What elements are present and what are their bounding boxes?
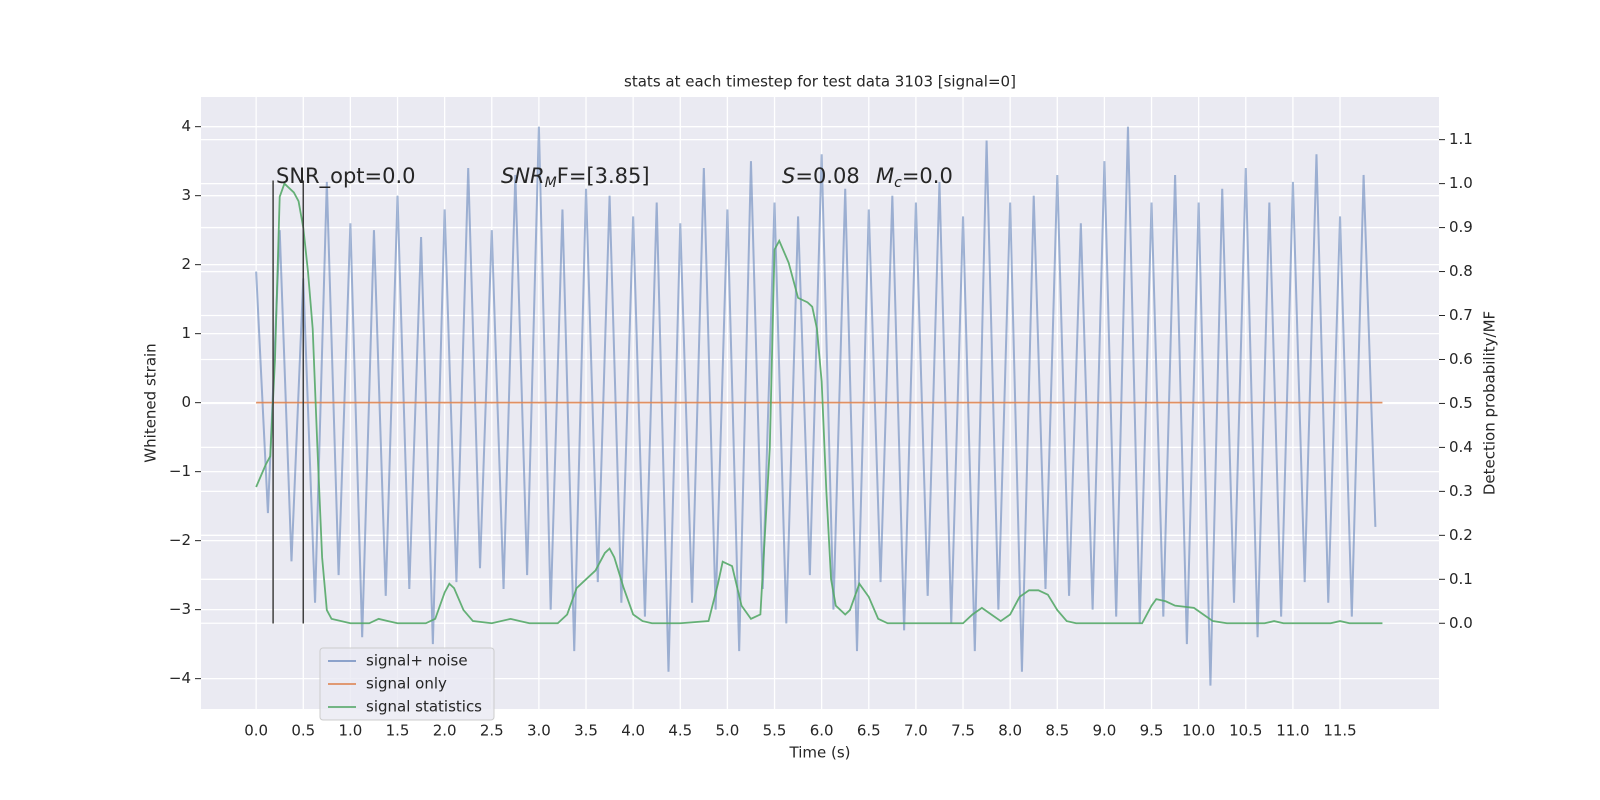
y2-tick-label: 0.4 — [1449, 438, 1473, 456]
x-tick-label: 10.5 — [1229, 722, 1262, 740]
x-tick-label: 0.0 — [244, 722, 268, 740]
x-tick-label: 11.0 — [1276, 722, 1309, 740]
x-tick-label: 4.0 — [621, 722, 645, 740]
y-tick-label: 2 — [181, 255, 191, 273]
y-tick-label: 1 — [181, 324, 191, 342]
annotation: Mc=0.0 — [876, 164, 953, 191]
annotation-part: F=[3.85] — [557, 164, 650, 188]
annotation-part: M — [545, 175, 557, 191]
y2-tick-label: 0.0 — [1449, 614, 1473, 632]
y-tick-label: 0 — [181, 393, 191, 411]
y2-tick-label: 0.6 — [1449, 350, 1473, 368]
annotation-part: c — [894, 175, 902, 191]
annotation: S=0.08 — [782, 164, 860, 188]
x-tick-label: 9.0 — [1092, 722, 1116, 740]
y-tick-label: −4 — [169, 669, 191, 687]
annotation-part: SNR_opt=0.0 — [276, 164, 416, 189]
y2-tick-label: 0.8 — [1449, 262, 1473, 280]
legend-label: signal only — [366, 675, 447, 693]
x-tick-label: 11.5 — [1323, 722, 1356, 740]
x-tick-label: 8.5 — [1045, 722, 1069, 740]
x-tick-label: 7.5 — [951, 722, 975, 740]
annotation: SNRMF=[3.85] — [501, 164, 650, 191]
annotation-part: =0.0 — [902, 164, 953, 188]
y-tick-label: −3 — [169, 600, 191, 618]
series-line — [255, 182, 1383, 625]
x-tick-label: 6.0 — [810, 722, 834, 740]
x-tick-label: 6.5 — [857, 722, 881, 740]
x-tick-label: 3.0 — [527, 722, 551, 740]
chart-title: stats at each timestep for test data 310… — [624, 73, 1016, 91]
x-axis-title: Time (s) — [789, 744, 851, 762]
x-tick-label: 9.5 — [1140, 722, 1164, 740]
x-tick-label: 7.0 — [904, 722, 928, 740]
x-tick-label: 3.5 — [574, 722, 598, 740]
annotation-part: =0.08 — [795, 164, 859, 188]
x-tick-label: 2.0 — [433, 722, 457, 740]
legend-label: signal+ noise — [366, 652, 468, 670]
annotation: SNR_opt=0.0 — [276, 164, 416, 189]
y2-axis-title: Detection probability/MF — [1481, 311, 1499, 495]
x-tick-label: 8.0 — [998, 722, 1022, 740]
x-tick-label: 1.5 — [386, 722, 410, 740]
x-tick-label: 5.0 — [715, 722, 739, 740]
y2-tick-label: 0.7 — [1449, 306, 1473, 324]
y2-tick-label: 1.1 — [1449, 130, 1473, 148]
y2-tick-label: 0.2 — [1449, 526, 1473, 544]
y2-tick-label: 0.1 — [1449, 570, 1473, 588]
y2-tick-label: 0.9 — [1449, 218, 1473, 236]
y-tick-label: −2 — [169, 531, 191, 549]
annotation-part: M — [876, 164, 894, 188]
y2-tick-label: 1.0 — [1449, 174, 1473, 192]
annotation-part: SNR — [501, 164, 545, 188]
annotation-part: S — [782, 164, 795, 188]
y-tick-label: −1 — [169, 462, 191, 480]
legend-label: signal statistics — [366, 698, 482, 716]
x-tick-label: 2.5 — [480, 722, 504, 740]
x-tick-label: 10.0 — [1182, 722, 1215, 740]
legend-box — [319, 647, 495, 721]
x-tick-label: 5.5 — [763, 722, 787, 740]
x-tick-label: 4.5 — [668, 722, 692, 740]
series-line — [255, 126, 1377, 686]
x-tick-label: 1.0 — [338, 722, 362, 740]
x-tick-label: 0.5 — [291, 722, 315, 740]
y-axis-title: Whitened strain — [142, 343, 160, 462]
y2-tick-label: 0.3 — [1449, 482, 1473, 500]
y-tick-label: 4 — [181, 117, 191, 135]
y2-tick-label: 0.5 — [1449, 394, 1473, 412]
y-tick-label: 3 — [181, 186, 191, 204]
